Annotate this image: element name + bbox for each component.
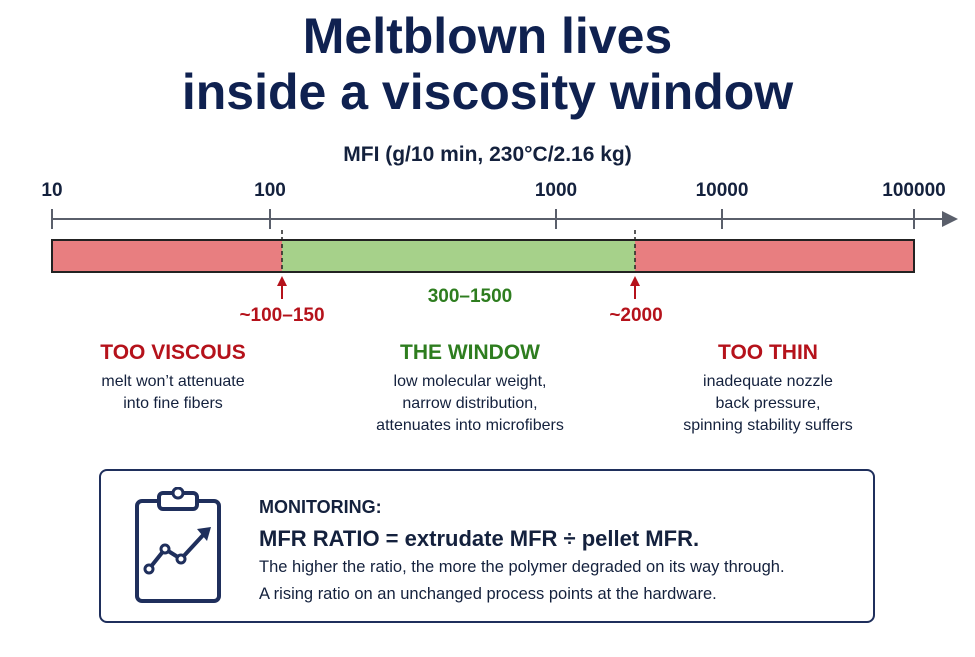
window-range-label: 300–1500: [428, 286, 513, 307]
zone-too-thin: TOO THIN inadequate nozzle back pressure…: [603, 341, 933, 437]
zone-window-desc: low molecular weight, narrow distributio…: [376, 373, 564, 434]
band-too-viscous: [52, 240, 282, 272]
monitoring-box: MONITORING: MFR RATIO = extrudate MFR ÷ …: [99, 469, 875, 623]
band-window: [282, 240, 635, 272]
zone-window: THE WINDOW low molecular weight, narrow …: [305, 341, 635, 437]
monitoring-text-1: The higher the ratio, the more the polym…: [259, 558, 785, 576]
axis-tick-label: 10000: [696, 180, 749, 201]
axis-tick-label: 100: [254, 180, 286, 201]
lower-marker-arrowhead: [277, 276, 287, 286]
zone-too-thin-heading: TOO THIN: [718, 341, 818, 364]
axis-title: MFI (g/10 min, 230°C/2.16 kg): [343, 143, 632, 166]
title-line-1: Meltblown lives: [302, 8, 673, 64]
band-outline: [51, 239, 915, 273]
clipboard-chart-icon: [135, 487, 221, 603]
title-line-2: inside a viscosity window: [181, 64, 794, 120]
axis-arrowhead: [942, 211, 958, 227]
axis-tick-label: 10: [41, 180, 62, 201]
axis-tick-label: 1000: [535, 180, 577, 201]
zone-window-heading: THE WINDOW: [400, 341, 540, 364]
zone-too-viscous-desc: melt won’t attenuate into fine fibers: [101, 373, 245, 412]
zone-too-viscous-heading: TOO VISCOUS: [100, 341, 246, 364]
upper-marker-arrowhead: [630, 276, 640, 286]
lower-marker-label: ~100–150: [239, 305, 324, 326]
axis-tick-label: 100000: [882, 180, 945, 201]
zone-too-thin-desc: inadequate nozzle back pressure, spinnin…: [683, 373, 853, 434]
band-too-thin: [635, 240, 914, 272]
monitoring-heading: MONITORING:: [259, 497, 382, 517]
viscosity-scale: 10 100 1000 10000 100000 300–1500 ~100–150 ~…: [41, 180, 958, 326]
upper-marker-label: ~2000: [609, 305, 662, 326]
zone-too-viscous: TOO VISCOUS melt won’t attenuate into fi…: [8, 341, 338, 415]
monitoring-text-2: A rising ratio on an unchanged process p…: [259, 585, 717, 603]
mfr-ratio-formula: MFR RATIO = extrudate MFR ÷ pellet MFR.: [259, 526, 700, 551]
